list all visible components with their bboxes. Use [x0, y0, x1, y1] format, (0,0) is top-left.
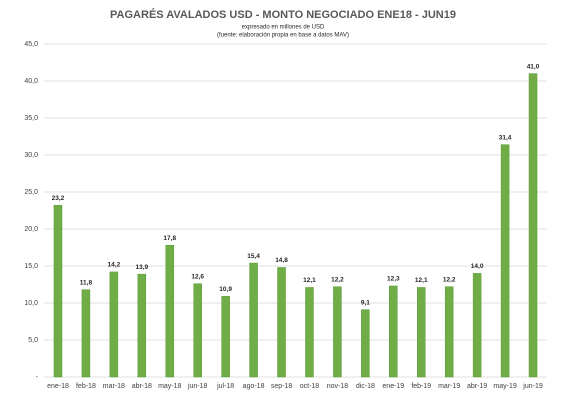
bar: [137, 273, 147, 378]
y-tick-label: 40,0: [24, 78, 38, 85]
value-label: 17,8: [163, 235, 176, 242]
x-tick-label: sep-18: [271, 383, 293, 390]
bar: [472, 273, 482, 378]
value-label: 12,1: [303, 277, 316, 284]
bar: [333, 286, 342, 378]
value-label: 14,2: [108, 262, 121, 269]
x-tick-label: jul-18: [216, 383, 234, 390]
value-label: 12,3: [387, 276, 400, 283]
chart-title: PAGARÉS AVALADOS USD - MONTO NEGOCIADO E…: [110, 8, 456, 21]
bar: [165, 245, 174, 378]
value-label: 41,0: [527, 63, 540, 70]
x-tick-label: mar-19: [438, 383, 460, 390]
bar: [417, 287, 426, 378]
bar: [53, 205, 63, 378]
bar: [249, 262, 258, 378]
value-label: 12,1: [415, 277, 428, 284]
y-tick-label: 45,0: [24, 41, 38, 48]
x-tick-label: ago-18: [243, 383, 265, 390]
y-tick-label: 25,0: [24, 189, 38, 196]
value-label: 12,6: [191, 273, 204, 280]
y-tick-label: 35,0: [24, 115, 38, 122]
x-tick-label: feb-18: [76, 383, 96, 390]
x-tick-label: abr-19: [467, 383, 487, 390]
y-tick-label: -: [36, 374, 39, 381]
bar: [500, 144, 510, 378]
value-label: 12,2: [443, 276, 456, 283]
bar: [389, 285, 398, 378]
x-tick-label: oct-18: [300, 383, 320, 390]
value-label: 11,8: [80, 279, 93, 286]
x-tick-label: ene-18: [47, 383, 69, 390]
x-tick-label: abr-18: [132, 383, 152, 390]
y-tick-label: 15,0: [24, 263, 38, 270]
chart-source: (fuente: elaboración propia en base a da…: [217, 33, 349, 39]
bar: [361, 309, 370, 378]
x-tick-label: jun-19: [522, 383, 543, 390]
value-label: 12,2: [331, 276, 344, 283]
value-label: 13,9: [135, 264, 148, 271]
x-tick-label: may-18: [158, 383, 181, 390]
bar: [444, 286, 454, 378]
chart-subtitle: expresado en millones de USD: [242, 25, 325, 31]
value-label: 23,2: [52, 195, 65, 202]
x-tick-label: may-19: [493, 383, 516, 390]
bar: [81, 289, 91, 378]
value-label: 10,9: [219, 286, 232, 293]
value-label: 14,0: [471, 263, 484, 270]
value-label: 9,1: [361, 299, 370, 306]
x-tick-label: dic-18: [356, 383, 375, 390]
bar: [528, 73, 538, 378]
bar: [305, 287, 314, 378]
x-tick-label: nov-18: [327, 383, 349, 390]
bar: [193, 283, 202, 378]
value-label: 31,4: [499, 134, 512, 141]
bar: [277, 267, 286, 378]
y-tick-label: 20,0: [24, 226, 38, 233]
bar: [109, 271, 119, 378]
value-label: 15,4: [247, 253, 260, 260]
x-tick-label: jun-18: [187, 383, 208, 390]
x-tick-label: ene-19: [382, 383, 404, 390]
x-tick-label: mar-18: [103, 383, 125, 390]
y-tick-label: 10,0: [24, 300, 38, 307]
bar: [221, 296, 230, 378]
y-tick-label: 30,0: [24, 152, 38, 159]
y-tick-label: 5,0: [28, 337, 38, 344]
value-label: 14,8: [275, 257, 288, 264]
x-tick-label: feb-19: [411, 383, 431, 390]
